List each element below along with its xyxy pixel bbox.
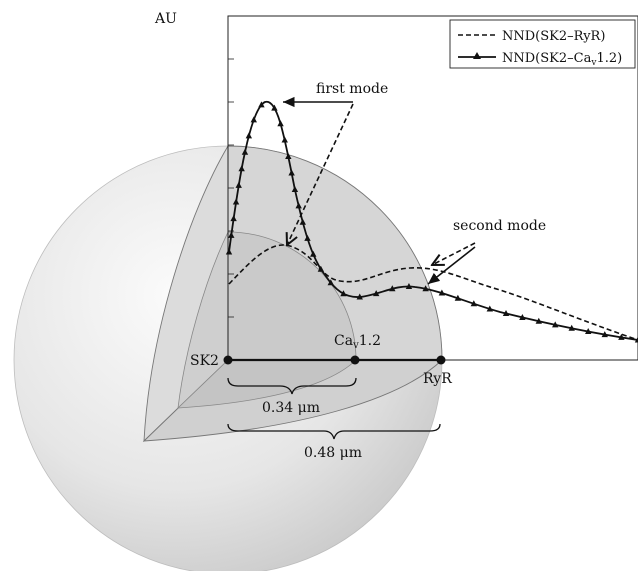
triangle-marker bbox=[225, 248, 233, 255]
triangle-marker bbox=[245, 132, 253, 139]
triangle-marker bbox=[519, 313, 526, 320]
triangle-marker bbox=[535, 317, 542, 324]
point-cav bbox=[350, 355, 360, 365]
triangle-marker bbox=[634, 336, 638, 343]
triangle-marker bbox=[281, 136, 288, 143]
triangle-marker bbox=[502, 309, 510, 316]
legend: NND(SK2–RyR) NND(SK2–Cav1.2) bbox=[449, 19, 636, 69]
triangle-marker bbox=[238, 165, 245, 172]
label-sk2: SK2 bbox=[190, 353, 219, 369]
triangle-marker bbox=[230, 215, 237, 222]
triangle-marker bbox=[356, 293, 363, 300]
triangle-marker bbox=[389, 285, 396, 292]
triangle-marker bbox=[295, 202, 302, 209]
y-axis-label: AU bbox=[154, 11, 177, 27]
triangle-marker bbox=[327, 279, 334, 286]
triangle-marker bbox=[285, 152, 292, 159]
second-mode-arrow-solid bbox=[427, 246, 476, 285]
triangle-marker bbox=[304, 234, 311, 241]
triangle-marker bbox=[271, 104, 278, 111]
point-sk2 bbox=[223, 355, 233, 365]
triangle-marker bbox=[552, 321, 559, 328]
triangle-marker bbox=[250, 116, 257, 123]
triangle-marker bbox=[232, 198, 240, 205]
triangle-marker bbox=[291, 186, 299, 193]
triangle-marker bbox=[277, 120, 284, 127]
triangle-marker bbox=[340, 290, 347, 297]
annotation-first-mode: first mode bbox=[316, 81, 388, 97]
point-ryr bbox=[436, 355, 446, 365]
triangle-marker bbox=[228, 231, 235, 238]
triangle-marker bbox=[405, 282, 413, 289]
triangle-marker bbox=[317, 265, 325, 272]
triangle-marker bbox=[235, 181, 242, 188]
brace-long bbox=[227, 423, 441, 440]
triangle-marker bbox=[454, 294, 462, 301]
triangle-marker bbox=[486, 305, 494, 312]
triangle-marker bbox=[585, 328, 592, 335]
first-mode-arrow-dashed bbox=[287, 103, 354, 245]
legend-entry-ryr: NND(SK2–RyR) bbox=[502, 29, 605, 44]
triangle-marker bbox=[299, 218, 306, 225]
label-cav: Cav1.2 bbox=[334, 333, 381, 351]
legend-entry-cav: NND(SK2–Cav1.2) bbox=[502, 51, 622, 68]
triangle-marker bbox=[258, 101, 265, 108]
y-axis-ticks bbox=[228, 58, 234, 318]
triangle-marker bbox=[618, 333, 625, 340]
triangle-marker bbox=[241, 148, 249, 155]
distance-long: 0.48 μm bbox=[304, 445, 362, 461]
triangle-marker bbox=[288, 169, 295, 176]
second-mode-arrow-dashed bbox=[432, 242, 476, 265]
triangle-marker bbox=[438, 289, 446, 296]
distance-short: 0.34 μm bbox=[262, 400, 320, 416]
triangle-marker bbox=[470, 300, 478, 307]
triangle-marker bbox=[372, 290, 380, 297]
curve-sk2-ryr bbox=[228, 244, 638, 341]
label-ryr: RyR bbox=[423, 371, 452, 387]
brace-short bbox=[227, 377, 357, 395]
legend-triangle-marker bbox=[473, 52, 481, 59]
annotation-second-mode: second mode bbox=[453, 218, 546, 234]
triangle-marker bbox=[422, 285, 429, 292]
curve-sk2-cav-markers bbox=[225, 101, 638, 343]
triangle-marker bbox=[310, 250, 317, 257]
triangle-marker bbox=[601, 331, 608, 338]
inner-cut-face bbox=[227, 231, 357, 361]
triangle-marker bbox=[568, 324, 575, 331]
